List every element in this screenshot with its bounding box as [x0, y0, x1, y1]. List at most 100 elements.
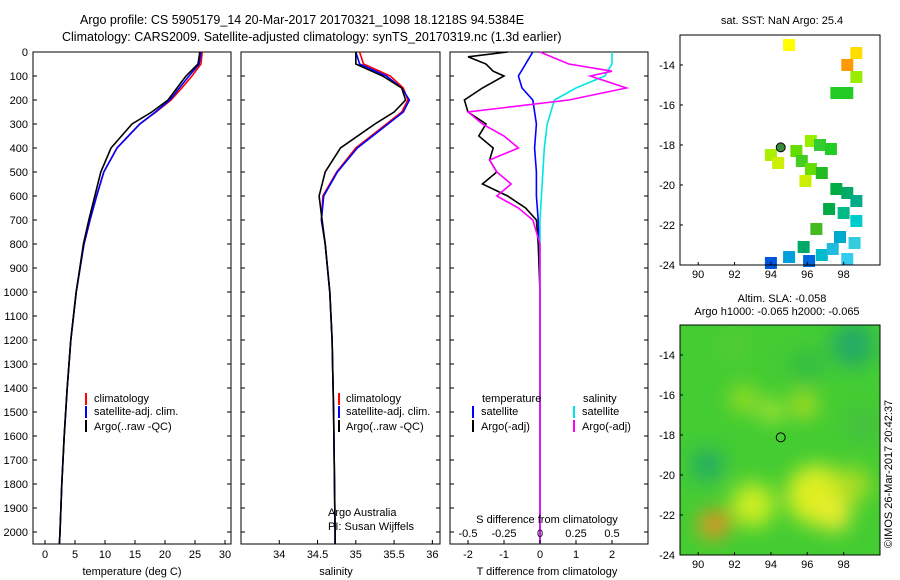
- legend-clim-label: climatology: [94, 393, 150, 405]
- depth-tick-label: 700: [10, 215, 28, 227]
- sst-cell: [841, 87, 854, 99]
- x-tick-label: 35.5: [383, 549, 404, 561]
- sst-cell: [850, 215, 863, 227]
- x-tick-label: 36: [426, 549, 438, 561]
- legend-targo-label: Argo(-adj): [481, 421, 530, 433]
- sst-cell: [815, 249, 828, 261]
- legend-sal-title: salinity: [583, 393, 617, 405]
- depth-tick-label: 100: [10, 71, 28, 83]
- map-ytick-label: -18: [659, 430, 675, 442]
- depth-tick-label: 500: [10, 167, 28, 179]
- x-tick-label: 30: [219, 549, 231, 561]
- s-tick-label: 0: [537, 528, 543, 540]
- sal-xlabel: salinity: [319, 566, 353, 578]
- sst-cell: [823, 203, 836, 215]
- sla-blob: [847, 411, 876, 439]
- depth-axis: 0 100 200 300 400 500 600 700 800 900 1000 1100 1200…: [4, 47, 648, 539]
- sla-blob: [760, 401, 781, 421]
- temp-panel-frame: [32, 51, 232, 545]
- map-ytick-label: -14: [659, 350, 675, 362]
- depth-tick-label: 900: [10, 263, 28, 275]
- x-tick-label: 10: [99, 549, 111, 561]
- map-xtick-label: 92: [728, 269, 740, 281]
- sst-cell: [803, 255, 816, 267]
- sal-panel-frame: [240, 51, 441, 545]
- diff-xlabel2: S difference from climatology: [476, 514, 618, 526]
- sst-cell: [804, 135, 817, 147]
- header-line2: Climatology: CARS2009. Satellite-adjuste…: [62, 30, 562, 44]
- sla-map: 90 92 94 96 98 -14 -16 -18 -20 -22 -24: [659, 325, 880, 571]
- x-tick-label: -2: [463, 549, 473, 561]
- sla-blob: [834, 467, 871, 503]
- sla-blob: [830, 325, 875, 367]
- sst-cell: [841, 59, 854, 71]
- sla-map-subtitle: Argo h1000: -0.065 h2000: -0.065: [694, 306, 859, 318]
- legend-argo-label: Argo(..raw -QC): [94, 421, 172, 433]
- depth-tick-label: 1400: [4, 383, 28, 395]
- s-tick-label: -0.25: [491, 528, 516, 540]
- x-tick-label: 34.5: [307, 549, 328, 561]
- credit-line1: Argo Australia: [328, 507, 397, 519]
- map-ytick-label: -24: [659, 550, 675, 562]
- map-xtick-label: 96: [801, 269, 813, 281]
- sst-cell: [810, 223, 823, 235]
- map-ytick-label: -20: [659, 470, 675, 482]
- legend-sat-label: satellite-adj. clim.: [94, 406, 178, 418]
- series-line-s-satellite: [539, 52, 613, 544]
- sst-cell: [834, 231, 846, 243]
- temp-series: [58, 51, 203, 545]
- map-xtick-label: 92: [728, 559, 740, 571]
- x-tick-label: 15: [129, 549, 141, 561]
- depth-tick-label: 1200: [4, 335, 28, 347]
- depth-tick-label: 800: [10, 239, 28, 251]
- x-tick-label: 0: [537, 549, 543, 561]
- sst-cell: [814, 139, 826, 151]
- map-xtick-label: 94: [765, 559, 777, 571]
- depth-tick-label: 1700: [4, 455, 28, 467]
- sst-cell: [850, 47, 863, 59]
- sst-cell: [797, 241, 810, 253]
- s-tick-label: -0.5: [459, 528, 478, 540]
- series-line-argo-raw-qc-: [318, 52, 407, 544]
- sst-cell: [783, 251, 796, 263]
- x-axes: 0 5 10 15 20 25 30 34 34.5 35 35.5 36 -2 -1 0 1 2 -0.5 -0.…: [42, 528, 620, 561]
- diff-series: [463, 51, 630, 544]
- sst-cell: [799, 175, 812, 187]
- depth-tick-label: 2000: [4, 527, 28, 539]
- x-tick-label: 20: [159, 549, 171, 561]
- legend-sat-label: satellite-adj. clim.: [346, 406, 430, 418]
- sst-cell: [790, 145, 803, 157]
- depth-tick-label: 0: [22, 47, 28, 59]
- s-tick-label: 0.25: [565, 528, 586, 540]
- sla-blob: [789, 391, 818, 419]
- depth-tick-label: 1800: [4, 479, 28, 491]
- header-line1: Argo profile: CS 5905179_14 20-Mar-2017 …: [80, 13, 524, 27]
- sst-map-title: sat. SST: NaN Argo: 25.4: [721, 15, 843, 27]
- sal-legend: climatology satellite-adj. clim. Argo(..…: [328, 393, 430, 533]
- sst-cell: [772, 157, 785, 169]
- sla-blob: [713, 513, 730, 529]
- legend-sargo-label: Argo(-adj): [582, 421, 631, 433]
- depth-tick-label: 1900: [4, 503, 28, 515]
- map-xtick-label: 98: [838, 269, 850, 281]
- sst-cell: [841, 187, 854, 199]
- sst-cell: [815, 167, 828, 179]
- argo-position-marker: [775, 432, 786, 443]
- map-ytick-label: -22: [659, 510, 675, 522]
- diff-legend: temperature salinity satellite Argo(-adj…: [472, 393, 631, 433]
- x-tick-label: -1: [499, 549, 509, 561]
- depth-tick-label: 200: [10, 95, 28, 107]
- x-tick-label: 25: [189, 549, 201, 561]
- legend-argo-label: Argo(..raw -QC): [346, 421, 424, 433]
- depth-tick-label: 400: [10, 143, 28, 155]
- depth-tick-label: 1000: [4, 287, 28, 299]
- sst-cell: [830, 183, 843, 195]
- temp-legend: climatology satellite-adj. clim. Argo(..…: [85, 393, 178, 433]
- x-tick-label: 34: [273, 549, 285, 561]
- sla-blob: [818, 499, 851, 531]
- x-tick-label: 0: [42, 549, 48, 561]
- map-ytick-label: -16: [659, 100, 675, 112]
- x-tick-label: 5: [72, 549, 78, 561]
- sla-blobs: [691, 325, 876, 539]
